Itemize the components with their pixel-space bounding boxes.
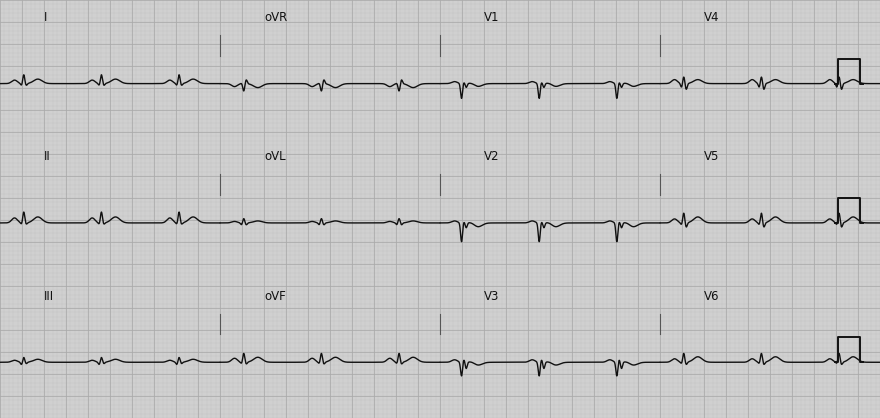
Text: V4: V4 [704,11,720,24]
Text: V1: V1 [484,11,500,24]
Text: oVL: oVL [264,150,286,163]
Text: I: I [44,11,48,24]
Text: oVR: oVR [264,11,287,24]
Text: V5: V5 [704,150,719,163]
Text: oVF: oVF [264,290,286,303]
Text: V3: V3 [484,290,499,303]
Text: V2: V2 [484,150,500,163]
Text: II: II [44,150,51,163]
Text: V6: V6 [704,290,720,303]
Text: III: III [44,290,55,303]
